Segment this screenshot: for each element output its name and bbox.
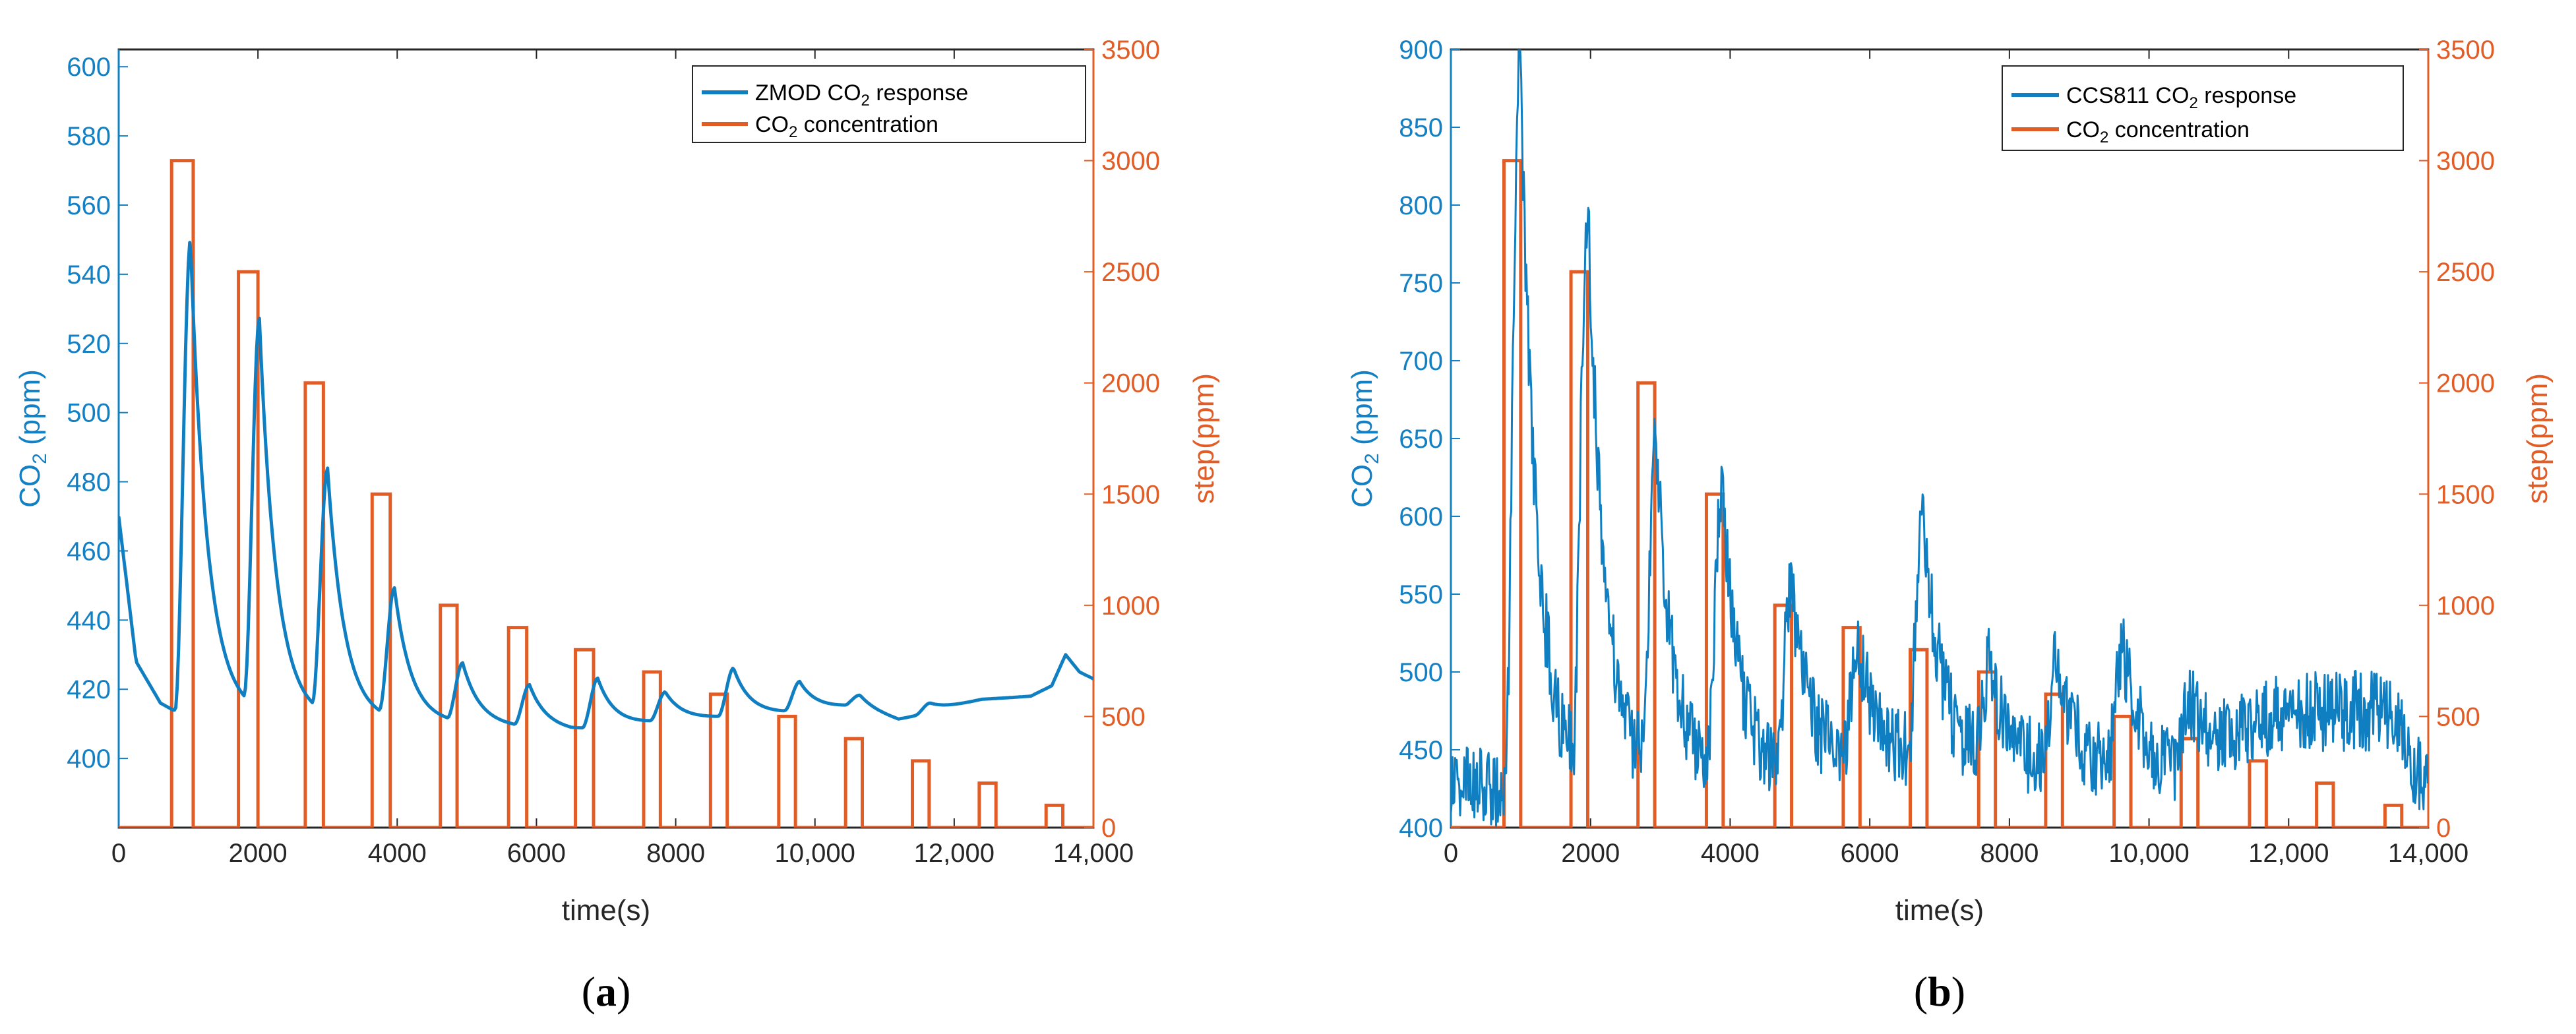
x-tick-label: 2000 — [1561, 839, 1620, 868]
x-tick-label: 14,000 — [2388, 839, 2469, 868]
y-right-tick-label: 500 — [1101, 702, 1146, 731]
x-tick-label: 2000 — [229, 839, 288, 868]
y-left-axis-label-b: CO2 (ppm) — [1346, 369, 1383, 508]
y-left-tick-label: 480 — [67, 468, 111, 497]
y-left-tick-label: 500 — [1399, 658, 1443, 687]
legend-b: CCS811 CO2 response CO2 concentration — [2002, 65, 2404, 151]
y-left-tick-label: 700 — [1399, 347, 1443, 376]
y-right-tick-label: 0 — [2436, 814, 2451, 843]
x-tick-label: 14,000 — [1053, 839, 1134, 868]
series-line-co2-response — [119, 241, 1093, 730]
legend-entry-concentration-b: CO2 concentration — [2066, 117, 2250, 146]
panel-caption-b: (b) — [1914, 968, 1965, 1015]
y-left-tick-label: 900 — [1399, 36, 1443, 65]
y-right-tick-label: 2500 — [2436, 258, 2495, 287]
y-left-tick-label: 750 — [1399, 269, 1443, 298]
legend-a: ZMOD CO2 response CO2 concentration — [692, 65, 1086, 143]
y-right-tick-label: 3500 — [1101, 36, 1160, 65]
y-right-axis-label-a: step(ppm) — [1188, 373, 1220, 504]
y-left-tick-label: 600 — [1399, 502, 1443, 532]
x-tick-label: 8000 — [1980, 839, 2039, 868]
legend-entry-response-a: ZMOD CO2 response — [755, 80, 968, 109]
y-left-tick-label: 800 — [1399, 191, 1443, 220]
y-left-tick-label: 440 — [67, 606, 111, 635]
y-right-tick-label: 3500 — [2436, 36, 2495, 65]
plot-data-b — [1451, 49, 2428, 828]
y-left-tick-label: 400 — [1399, 814, 1443, 843]
series-line-co2-response — [1451, 49, 2428, 828]
y-left-tick-label: 560 — [67, 191, 111, 220]
y-right-tick-label: 3000 — [1101, 147, 1160, 176]
y-right-tick-label: 2000 — [2436, 369, 2495, 398]
y-right-ticks-a: 0 500 1000 1500 2000 2500 3000 3500 — [1084, 36, 1160, 843]
y-left-tick-label: 850 — [1399, 113, 1443, 142]
plot-data-a — [119, 159, 1093, 828]
legend-entry-response-b: CCS811 CO2 response — [2066, 83, 2296, 112]
y-right-tick-label: 500 — [2436, 702, 2480, 731]
y-left-tick-label: 600 — [67, 53, 111, 82]
y-right-tick-label: 2000 — [1101, 369, 1160, 398]
y-right-tick-label: 2500 — [1101, 258, 1160, 287]
legend-box-b — [2002, 65, 2404, 151]
x-ticks-b: 0 2000 4000 6000 8000 10,000 12,000 14,000 — [1444, 49, 2469, 868]
x-tick-label: 10,000 — [775, 839, 855, 868]
y-right-tick-label: 1000 — [2436, 592, 2495, 621]
x-tick-label: 0 — [111, 839, 126, 868]
x-tick-label: 12,000 — [2248, 839, 2329, 868]
x-tick-label: 4000 — [368, 839, 427, 868]
x-axis-label-a: time(s) — [562, 894, 650, 927]
y-right-tick-label: 3000 — [2436, 147, 2495, 176]
y-right-tick-label: 1500 — [2436, 480, 2495, 509]
y-right-tick-label: 1500 — [1101, 480, 1160, 509]
panel-a: 0 2000 4000 6000 8000 10,000 12,000 14,000 4004… — [14, 36, 1220, 1015]
series-line-co2-concentration — [1451, 159, 2428, 828]
x-tick-label: 10,000 — [2108, 839, 2189, 868]
y-right-ticks-b: 0 500 1000 1500 2000 2500 3000 3500 — [2419, 36, 2495, 843]
y-left-tick-label: 450 — [1399, 736, 1443, 765]
y-left-ticks-b: 400 450 500 550 600 650 700 750 800 850 900 — [1399, 36, 1460, 843]
panel-b: 0 2000 4000 6000 8000 10,000 12,000 14,000 4004… — [1346, 36, 2554, 1015]
y-left-tick-label: 420 — [67, 675, 111, 704]
x-tick-label: 12,000 — [914, 839, 995, 868]
y-left-tick-label: 520 — [67, 330, 111, 359]
x-tick-label: 8000 — [646, 839, 705, 868]
series-line-co2-concentration — [119, 159, 1093, 828]
y-left-axis-label-a: CO2 (ppm) — [14, 369, 51, 508]
y-left-tick-label: 580 — [67, 122, 111, 151]
x-tick-label: 6000 — [507, 839, 566, 868]
legend-entry-concentration-a: CO2 concentration — [755, 112, 938, 141]
x-ticks-a: 0 2000 4000 6000 8000 10,000 12,000 14,000 — [111, 49, 1134, 868]
y-left-tick-label: 550 — [1399, 580, 1443, 609]
x-tick-label: 6000 — [1841, 839, 1899, 868]
x-tick-label: 0 — [1444, 839, 1458, 868]
y-right-tick-label: 0 — [1101, 814, 1116, 843]
y-left-tick-label: 650 — [1399, 425, 1443, 454]
y-left-ticks-a: 400 420 440 460 480 500 520 540 560 580 600 — [67, 49, 128, 828]
y-left-tick-label: 540 — [67, 260, 111, 289]
y-left-tick-label: 500 — [67, 399, 111, 428]
x-tick-label: 4000 — [1701, 839, 1760, 868]
y-right-tick-label: 1000 — [1101, 592, 1160, 621]
legend-box-a — [692, 65, 1086, 143]
y-left-tick-label: 460 — [67, 537, 111, 566]
y-right-axis-label-b: step(ppm) — [2521, 373, 2554, 504]
y-left-tick-label: 400 — [67, 745, 111, 774]
x-axis-label-b: time(s) — [1895, 894, 1984, 927]
panel-caption-a: (a) — [582, 968, 631, 1015]
